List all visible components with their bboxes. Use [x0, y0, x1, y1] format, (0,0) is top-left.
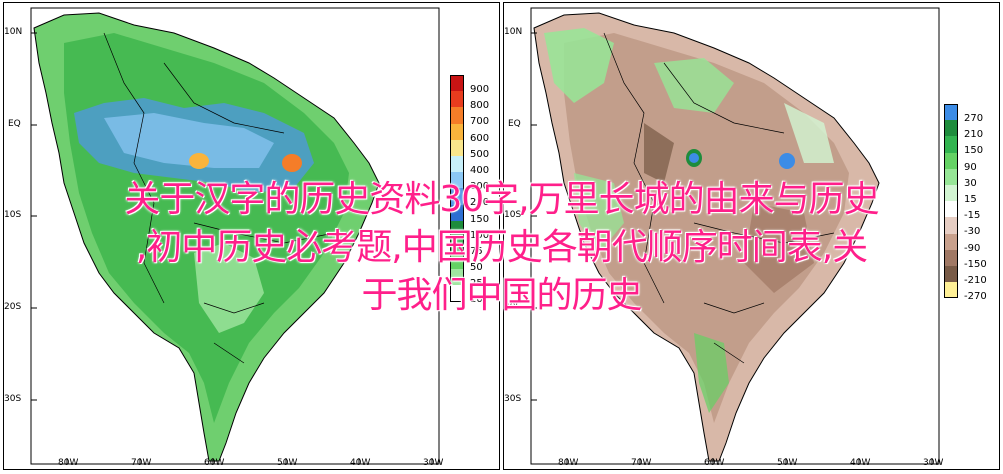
- legend-label: -270: [964, 291, 987, 303]
- legend-swatch: [944, 136, 958, 153]
- legend-swatch: [944, 104, 958, 121]
- legend-swatch: [450, 236, 464, 254]
- legend-label: 500: [470, 148, 490, 160]
- lon-label: 80W: [558, 458, 579, 468]
- legend-swatch: [944, 184, 958, 202]
- lat-label: 10N: [4, 27, 23, 37]
- lat-label: EQ: [508, 119, 521, 129]
- legend-label: 150: [964, 145, 984, 157]
- lat-label: 10N: [504, 27, 523, 37]
- legend-swatch: [944, 233, 958, 250]
- lon-label: 80W: [58, 458, 79, 468]
- hotspot-2: [779, 153, 795, 169]
- legend-swatch: [944, 152, 958, 169]
- legend-label: 300: [470, 181, 490, 193]
- lon-label: 60W: [204, 458, 225, 468]
- lat-label: 10S: [504, 210, 522, 220]
- lat-label: 20S: [4, 302, 22, 312]
- overlay-line-2: ,初中历史必考题,中国历史各朝代顺序时间表,关: [135, 227, 868, 268]
- lat-label: 30S: [504, 394, 522, 404]
- legend-label: 30: [964, 177, 977, 189]
- lat-label: EQ: [8, 119, 21, 129]
- hotspot-1: [189, 153, 209, 169]
- overlay-line-3: 于我们中国的历史: [361, 275, 642, 316]
- legend-swatch: [450, 91, 464, 108]
- legend-label: -210: [964, 274, 987, 286]
- lat-label: 10S: [4, 210, 22, 220]
- lon-label: 50W: [777, 458, 798, 468]
- legend-label: 50: [470, 262, 483, 274]
- lon-label: 50W: [277, 458, 298, 468]
- legend-swatch: [944, 120, 958, 137]
- legend-label: -15: [964, 210, 981, 222]
- lon-label: 30W: [423, 458, 444, 468]
- legend-swatch: [450, 172, 464, 189]
- legend-swatch: [450, 204, 464, 221]
- legend-label: -30: [964, 226, 981, 238]
- legend-swatch: [450, 253, 464, 270]
- map-panel-left: 10N EQ 10S 20S 30S 80W 70W 60W 50W 40W 3…: [3, 2, 500, 470]
- legend-swatch: [450, 220, 464, 237]
- legend-swatch: [944, 217, 958, 234]
- legend-label: 75: [470, 245, 483, 257]
- lat-label: 30S: [4, 394, 22, 404]
- lon-label: 30W: [923, 458, 944, 468]
- legend-label: -90: [964, 242, 981, 254]
- lon-label: 70W: [631, 458, 652, 468]
- legend-label: 150: [470, 213, 490, 225]
- lon-label: 70W: [131, 458, 152, 468]
- lat-label: 20S: [504, 302, 522, 312]
- legend-label: 90: [964, 161, 977, 173]
- legend-label: 400: [470, 164, 490, 176]
- legend-swatch: [450, 139, 464, 156]
- legend-swatch: [944, 201, 958, 218]
- legend-label: 200: [470, 197, 490, 209]
- legend-label: 15: [964, 193, 977, 205]
- legend-swatch: [450, 285, 464, 302]
- south-america-map-left: [30, 7, 440, 465]
- legend-label: 600: [470, 132, 490, 144]
- lon-label: 40W: [350, 458, 371, 468]
- legend-swatch: [450, 188, 464, 205]
- south-america-map-right: [530, 7, 940, 465]
- legend-label: 270: [964, 113, 984, 124]
- map-panel-right: 10N EQ 10S 20S 30S 80W 70W 60W 50W 40W 3…: [503, 2, 1000, 470]
- lon-label: 40W: [850, 458, 871, 468]
- legend-swatch: [450, 269, 464, 286]
- hotspot-2: [282, 154, 302, 172]
- legend-label: 800: [470, 100, 490, 112]
- legend-label: 25: [470, 278, 483, 290]
- legend-label: 900: [470, 84, 490, 95]
- legend-swatch: [450, 123, 464, 140]
- overlay-caption: 关于汉字的历史资料30字,万里长城的由来与历史 ,初中历史必考题,中国历史各朝代…: [0, 176, 1003, 320]
- legend-label: -150: [964, 258, 987, 270]
- legend-swatch: [450, 155, 464, 173]
- legend-swatch: [944, 168, 958, 185]
- legend-label: 10: [470, 294, 483, 306]
- legend-swatch: [944, 282, 958, 299]
- legend-swatch: [944, 249, 958, 266]
- overlay-line-1: 关于汉字的历史资料30字,万里长城的由来与历史: [124, 179, 879, 220]
- legend-swatch: [944, 265, 958, 283]
- legend-label: 700: [470, 116, 490, 128]
- legend-label: 210: [964, 129, 984, 141]
- legend-label: 100: [470, 229, 490, 241]
- legend-swatch: [450, 75, 464, 92]
- legend-swatch: [450, 107, 464, 124]
- lon-label: 60W: [704, 458, 725, 468]
